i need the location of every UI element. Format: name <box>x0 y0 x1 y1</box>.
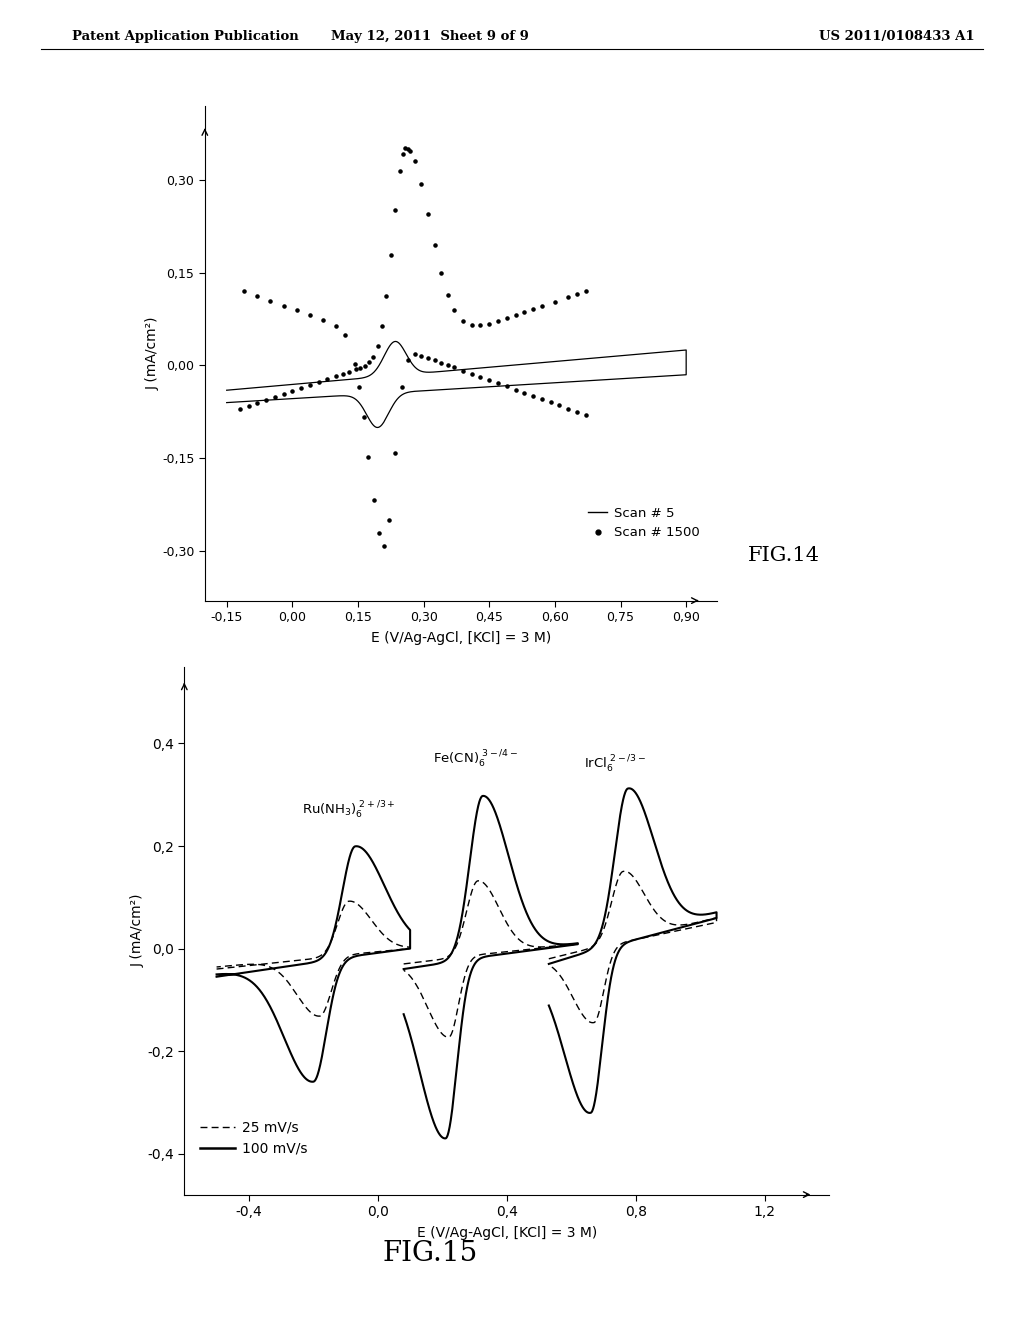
Text: Patent Application Publication: Patent Application Publication <box>72 30 298 44</box>
Legend: 25 mV/s, 100 mV/s: 25 mV/s, 100 mV/s <box>195 1115 312 1162</box>
Text: Fe(CN)$_6^{\ 3-/4-}$: Fe(CN)$_6^{\ 3-/4-}$ <box>433 750 518 770</box>
X-axis label: E (V/Ag-AgCl, [KCl] = 3 M): E (V/Ag-AgCl, [KCl] = 3 M) <box>371 631 551 645</box>
Y-axis label: J (mA/cm²): J (mA/cm²) <box>145 317 159 389</box>
Text: US 2011/0108433 A1: US 2011/0108433 A1 <box>819 30 975 44</box>
Text: FIG.14: FIG.14 <box>748 546 819 565</box>
X-axis label: E (V/Ag-AgCl, [KCl] = 3 M): E (V/Ag-AgCl, [KCl] = 3 M) <box>417 1226 597 1239</box>
Text: FIG.15: FIG.15 <box>382 1239 478 1267</box>
Text: IrCl$_6^{\ 2-/3-}$: IrCl$_6^{\ 2-/3-}$ <box>585 754 646 775</box>
Legend: Scan # 5, Scan # 1500: Scan # 5, Scan # 1500 <box>583 502 706 545</box>
Text: May 12, 2011  Sheet 9 of 9: May 12, 2011 Sheet 9 of 9 <box>331 30 529 44</box>
Text: Ru(NH$_3$)$_6^{\ 2+/3+}$: Ru(NH$_3$)$_6^{\ 2+/3+}$ <box>302 800 395 821</box>
Y-axis label: J (mA/cm²): J (mA/cm²) <box>130 894 144 968</box>
